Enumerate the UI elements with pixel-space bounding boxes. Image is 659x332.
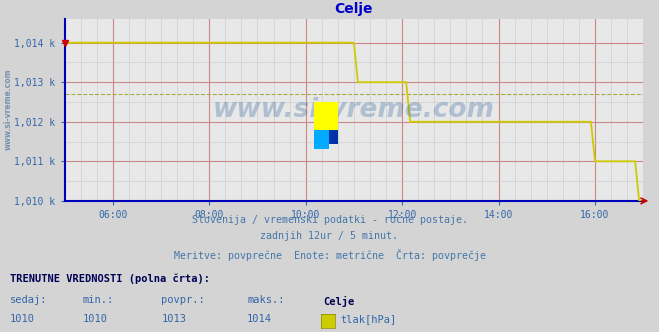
Text: tlak[hPa]: tlak[hPa] xyxy=(340,314,396,324)
Text: Slovenija / vremenski podatki - ročne postaje.: Slovenija / vremenski podatki - ročne po… xyxy=(192,214,467,225)
Text: zadnjih 12ur / 5 minut.: zadnjih 12ur / 5 minut. xyxy=(260,231,399,241)
Text: 1010: 1010 xyxy=(82,314,107,324)
Bar xyxy=(330,130,338,143)
Text: www.si-vreme.com: www.si-vreme.com xyxy=(3,69,13,150)
Text: www.si-vreme.com: www.si-vreme.com xyxy=(213,97,495,123)
Text: maks.:: maks.: xyxy=(247,295,285,305)
Bar xyxy=(314,130,330,149)
Text: povpr.:: povpr.: xyxy=(161,295,205,305)
Text: Meritve: povprečne  Enote: metrične  Črta: povprečje: Meritve: povprečne Enote: metrične Črta:… xyxy=(173,249,486,261)
Text: Celje: Celje xyxy=(323,295,354,306)
Text: 1013: 1013 xyxy=(161,314,186,324)
Text: 1010: 1010 xyxy=(10,314,35,324)
Text: sedaj:: sedaj: xyxy=(10,295,47,305)
Bar xyxy=(314,102,338,130)
Text: min.:: min.: xyxy=(82,295,113,305)
Text: TRENUTNE VREDNOSTI (polna črta):: TRENUTNE VREDNOSTI (polna črta): xyxy=(10,274,210,285)
Text: 1014: 1014 xyxy=(247,314,272,324)
Title: Celje: Celje xyxy=(335,2,373,16)
